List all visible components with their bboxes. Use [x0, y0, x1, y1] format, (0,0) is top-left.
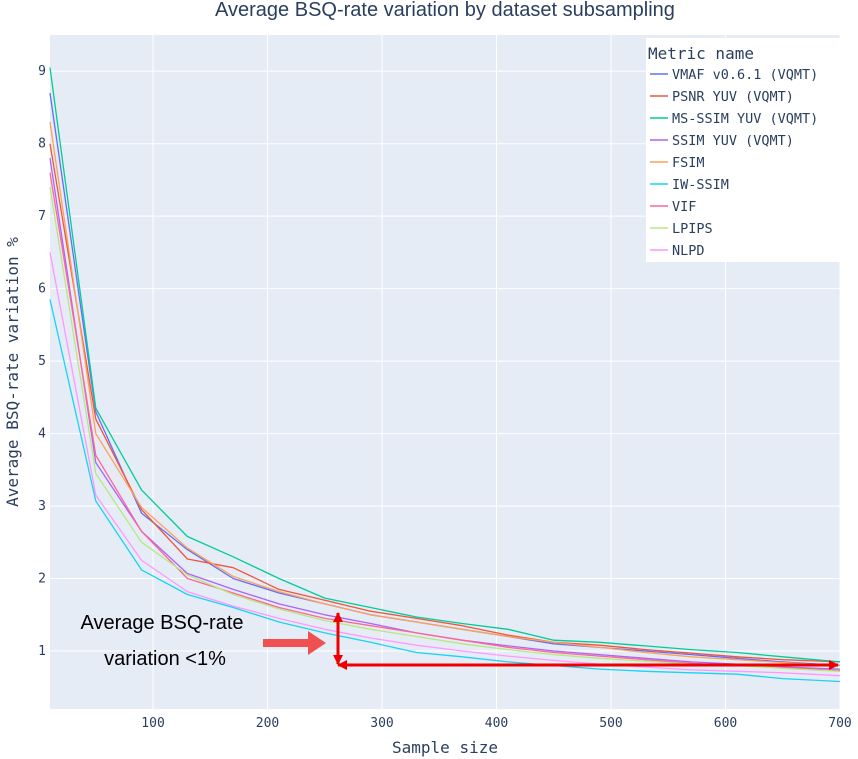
legend-background [646, 38, 840, 262]
annotation-line2: variation <1% [104, 648, 226, 670]
x-tick-label: 100 [141, 716, 164, 731]
legend-entry: VMAF v0.6.1 (VQMT) [672, 67, 818, 83]
x-tick-label: 400 [485, 716, 508, 731]
series-line [49, 252, 841, 677]
y-tick-label: 9 [38, 64, 46, 79]
x-tick-label: 500 [599, 716, 622, 731]
legend-entry: LPIPS [672, 221, 713, 237]
y-tick-label: 3 [38, 499, 46, 514]
legend-entry: PSNR YUV (VQMT) [672, 89, 794, 105]
y-tick-label: 6 [38, 282, 46, 297]
legend-entry: FSIM [672, 155, 705, 171]
y-tick-label: 4 [38, 427, 46, 442]
chart-title: Average BSQ-rate variation by dataset su… [215, 0, 675, 21]
legend: Metric name VMAF v0.6.1 (VQMT) PSNR YUV (… [646, 38, 840, 262]
y-tick-label: 2 [38, 572, 46, 587]
legend-entry: SSIM YUV (VQMT) [672, 133, 794, 149]
x-tick-label: 600 [714, 716, 737, 731]
x-axis-title: Sample size [392, 738, 498, 757]
x-axis-ticks: 100 200 300 400 500 600 700 [141, 716, 851, 731]
y-tick-label: 5 [38, 354, 46, 369]
y-axis-title: Average BSQ-rate variation % [3, 237, 22, 507]
series-line [49, 299, 841, 683]
y-axis-ticks: 1 2 3 4 5 6 7 8 9 [38, 64, 46, 659]
series-line [49, 143, 841, 663]
annotation-line1: Average BSQ-rate [80, 612, 243, 634]
x-tick-label: 200 [256, 716, 279, 731]
y-tick-label: 8 [38, 137, 46, 152]
x-tick-label: 300 [370, 716, 393, 731]
y-tick-label: 1 [38, 644, 46, 659]
annotation-block-arrow [263, 631, 326, 655]
grid [50, 35, 841, 709]
series-line [49, 121, 841, 667]
legend-title: Metric name [648, 44, 754, 63]
annotation: Average BSQ-rate variation <1% [80, 612, 839, 670]
series-line [49, 67, 841, 663]
x-tick-label: 700 [828, 716, 851, 731]
legend-entry: NLPD [672, 243, 705, 259]
legend-entry: MS-SSIM YUV (VQMT) [672, 111, 818, 127]
y-tick-label: 7 [38, 209, 46, 224]
legend-entry: VIF [672, 199, 696, 215]
legend-entry: IW-SSIM [672, 177, 729, 193]
